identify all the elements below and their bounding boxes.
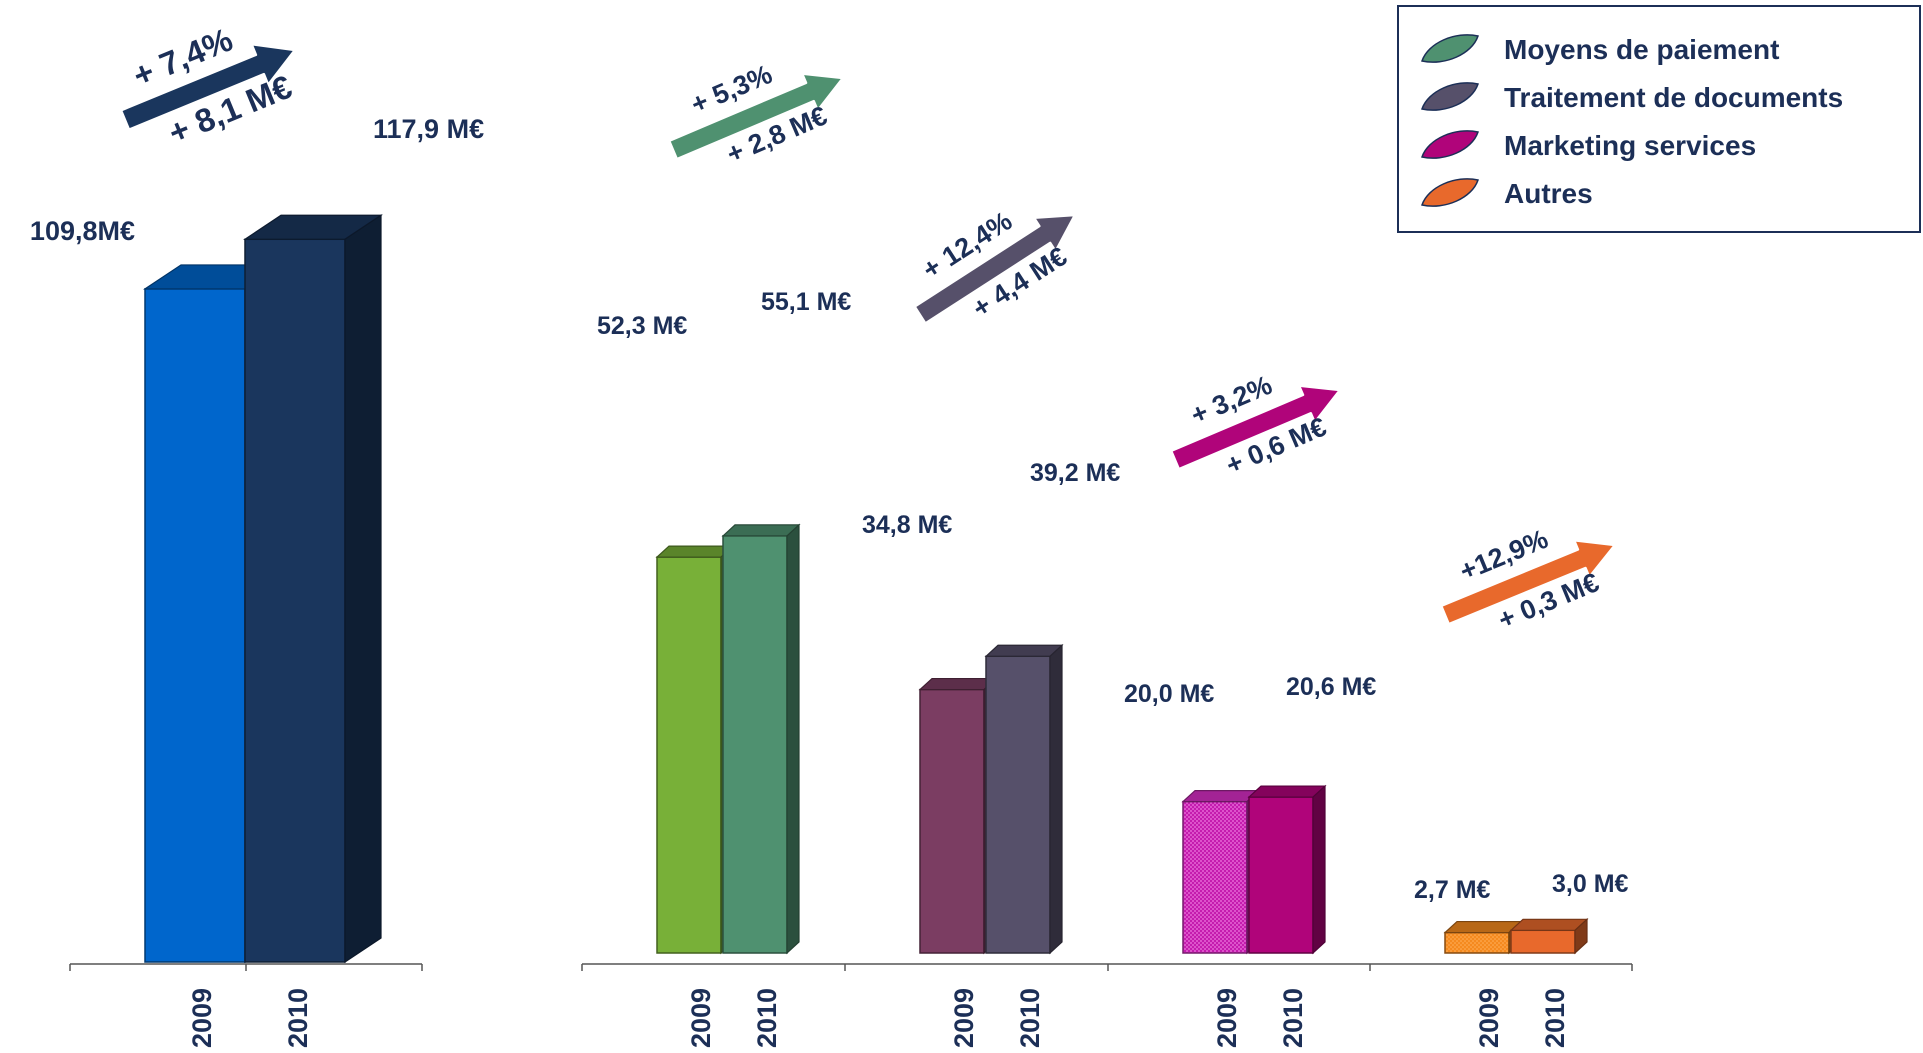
legend-label-marketing-services: Marketing services xyxy=(1504,130,1756,161)
segment-bar-autres-2009 xyxy=(1443,920,1523,955)
total-year-label-2010: 2010 xyxy=(283,988,313,1048)
legend-swatch-traitement-de-documents xyxy=(1421,82,1479,111)
segment-bar-moyens-de-paiement-2009-top xyxy=(655,545,735,558)
segment-year-label-traitement-de-documents-2010: 2010 xyxy=(1015,988,1045,1048)
segment-value-label-marketing-services-2009: 20,0 M€ xyxy=(1124,680,1214,708)
segment-change-arrow-traitement-de-documents: + 12,4%+ 4,4 M€ xyxy=(913,206,1077,325)
segment-change-arrow-moyens-de-paiement: + 5,3%+ 2,8 M€ xyxy=(667,59,845,169)
legend-box xyxy=(1397,5,1921,233)
segment-bar-traitement-de-documents-2010-front xyxy=(985,655,1051,954)
segment-bar-marketing-services-2010 xyxy=(1247,784,1327,955)
segment-bar-marketing-services-2009-top xyxy=(1181,789,1261,803)
legend-swatch-autres xyxy=(1421,178,1479,207)
total-change-arrow-shape xyxy=(119,42,297,131)
segment-change-arrow-marketing-services-shape xyxy=(1169,384,1342,471)
segment-bar-marketing-services-2009 xyxy=(1181,789,1261,955)
total-bar-2009-front xyxy=(144,288,246,963)
total-value-label-2010: 117,9 M€ xyxy=(373,114,484,144)
segment-change-arrow-moyens-de-paiement-shape xyxy=(667,72,845,161)
legend-swatch-marketing-services xyxy=(1421,130,1479,159)
total-bar-2010 xyxy=(243,214,383,964)
segment-change-arrow-autres-shape xyxy=(1439,538,1617,626)
segment-bar-moyens-de-paiement-2010-top xyxy=(721,524,801,537)
segment-change-arrow-marketing-services: + 3,2%+ 0,6 M€ xyxy=(1169,370,1342,481)
segment-bar-moyens-de-paiement-2009-front xyxy=(656,556,722,954)
labels-layer: 109,8M€ 117,9 M€ 2009 2010 52,3 M€ 2009 55,1 M… xyxy=(30,114,1629,1048)
total-bar-2010-front xyxy=(244,238,346,963)
segment-value-label-autres-2009: 2,7 M€ xyxy=(1414,876,1491,904)
segment-bar-moyens-de-paiement-2010-front xyxy=(722,535,788,954)
segment-bar-traitement-de-documents-2009 xyxy=(918,677,998,955)
segment-value-label-traitement-de-documents-2010: 39,2 M€ xyxy=(1030,459,1120,487)
segment-year-label-marketing-services-2009: 2009 xyxy=(1212,988,1242,1048)
arrows-layer: + 7,4%+ 8,1 M€ + 5,3%+ 2,8 M€ + 12,4%+ 4,4… xyxy=(119,20,1617,635)
segment-year-label-autres-2009: 2009 xyxy=(1474,988,1504,1048)
legend: Moyens de paiement Traitement de document… xyxy=(1397,5,1921,233)
axes-layer xyxy=(69,963,1633,971)
segment-bar-traitement-de-documents-2009-front xyxy=(919,688,985,954)
segment-value-label-marketing-services-2010: 20,6 M€ xyxy=(1286,673,1376,701)
bars-layer xyxy=(143,214,1589,964)
segment-bar-autres-2009-front xyxy=(1444,931,1510,954)
segment-value-label-moyens-de-paiement-2009: 52,3 M€ xyxy=(597,312,687,340)
segment-bar-moyens-de-paiement-2009 xyxy=(655,544,735,955)
segment-year-label-marketing-services-2010: 2010 xyxy=(1278,988,1308,1048)
segment-year-label-moyens-de-paiement-2009: 2009 xyxy=(686,988,716,1048)
segment-bar-marketing-services-2010-front xyxy=(1248,796,1314,954)
segment-year-label-moyens-de-paiement-2010: 2010 xyxy=(752,988,782,1048)
legend-label-moyens-de-paiement: Moyens de paiement xyxy=(1504,34,1779,65)
segment-bar-traitement-de-documents-2009-top xyxy=(918,677,998,691)
segment-bar-traitement-de-documents-2010-top xyxy=(984,644,1064,657)
total-value-label-2009: 109,8M€ xyxy=(30,216,135,246)
segment-value-label-traitement-de-documents-2009: 34,8 M€ xyxy=(862,511,952,539)
segment-bar-autres-2010-front xyxy=(1510,929,1576,954)
segment-value-label-moyens-de-paiement-2010: 55,1 M€ xyxy=(761,288,851,316)
legend-label-traitement-de-documents: Traitement de documents xyxy=(1504,82,1843,113)
segment-bar-moyens-de-paiement-2010 xyxy=(721,523,801,955)
total-year-label-2009: 2009 xyxy=(187,988,217,1048)
segment-value-label-autres-2010: 3,0 M€ xyxy=(1552,870,1629,898)
segment-year-label-autres-2010: 2010 xyxy=(1540,988,1570,1048)
segment-bar-traitement-de-documents-2010 xyxy=(984,643,1064,955)
segment-bar-marketing-services-2010-side xyxy=(1312,784,1326,955)
segment-bar-marketing-services-2010-top xyxy=(1247,785,1327,798)
total-change-arrow: + 7,4%+ 8,1 M€ xyxy=(119,20,297,151)
segment-bar-moyens-de-paiement-2010-side xyxy=(786,523,800,955)
segment-bar-autres-2009-top xyxy=(1443,920,1523,934)
segment-bar-autres-2010 xyxy=(1509,917,1589,955)
legend-swatch-moyens-de-paiement xyxy=(1421,34,1479,63)
total-bar-2010-side xyxy=(344,214,382,964)
segment-year-label-traitement-de-documents-2009: 2009 xyxy=(949,988,979,1048)
segment-bar-marketing-services-2009-front xyxy=(1182,800,1248,954)
legend-label-autres: Autres xyxy=(1504,178,1593,209)
segment-bar-autres-2010-top xyxy=(1509,918,1589,931)
segment-change-arrow-traitement-de-documents-shape xyxy=(913,213,1077,325)
segment-bar-traitement-de-documents-2010-side xyxy=(1049,643,1063,955)
segment-change-arrow-autres: +12,9%+ 0,3 M€ xyxy=(1439,524,1617,635)
segment-bar-autres-2010-side xyxy=(1574,917,1588,955)
